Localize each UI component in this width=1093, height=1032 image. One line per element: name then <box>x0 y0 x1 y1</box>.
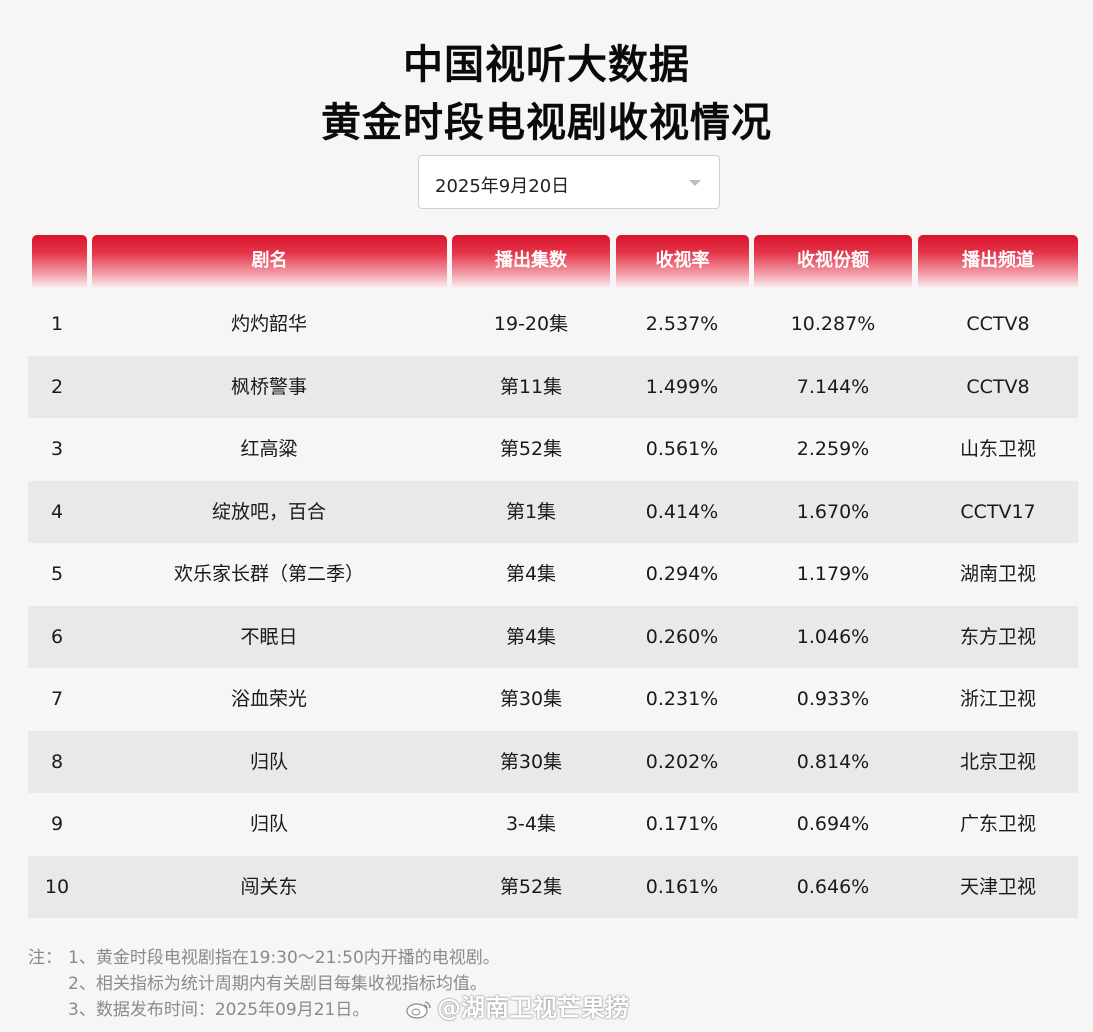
rank-cell: 8 <box>50 750 64 773</box>
rating-cell: 0.294% <box>645 563 719 585</box>
episodes-cell: 第30集 <box>499 688 563 710</box>
drama-name-cell: 闯关东 <box>240 875 298 898</box>
footnote-text: 1、黄金时段电视剧指在19:30～21:50内开播的电视剧。 <box>68 948 500 968</box>
rating-cell: 2.537% <box>645 313 719 335</box>
drama-name-cell: 枫桥警事 <box>230 375 307 398</box>
footnote-text: 3、数据发布时间：2025年09月21日。 <box>68 1000 370 1020</box>
drama-name-cell: 不眠日 <box>240 625 298 648</box>
rank-cell: 9 <box>50 813 64 835</box>
footnote-2: 2、相关指标为统计周期内有关剧目每集收视指标均值。 <box>28 971 487 997</box>
footnote-1: 注： 1、黄金时段电视剧指在19:30～21:50内开播的电视剧。 <box>28 945 500 971</box>
channel-cell: 天津卫视 <box>959 875 1036 898</box>
channel-cell: CCTV17 <box>960 500 1036 523</box>
share-cell: 0.814% <box>796 750 870 773</box>
channel-cell: 山东卫视 <box>959 438 1036 460</box>
footnote-text: 2、相关指标为统计周期内有关剧目每集收视指标均值。 <box>68 974 487 994</box>
share-cell: 1.046% <box>796 625 870 648</box>
header-channel: 播出频道 <box>918 235 1078 287</box>
channel-cell: 广东卫视 <box>959 813 1036 835</box>
date-select-value: 2025年9月20日 <box>435 176 570 197</box>
header-rating: 收视率 <box>616 235 749 287</box>
channel-cell: 东方卫视 <box>959 625 1036 648</box>
rank-cell: 2 <box>50 375 64 398</box>
drama-name-cell: 绽放吧，百合 <box>211 500 326 523</box>
rank-cell: 5 <box>50 563 64 585</box>
table-row: 7 浴血荣光 第30集 0.231% 0.933% 浙江卫视 <box>28 668 1078 731</box>
drama-name-cell: 归队 <box>249 813 288 835</box>
drama-name-cell: 红高粱 <box>240 438 298 460</box>
episodes-cell: 第52集 <box>499 438 563 460</box>
episodes-cell: 第4集 <box>505 563 557 585</box>
watermark-text: @湖南卫视芒果捞 <box>437 994 629 1022</box>
table-row: 8 归队 第30集 0.202% 0.814% 北京卫视 <box>28 730 1078 793</box>
footnotes: 注： 1、黄金时段电视剧指在19:30～21:50内开播的电视剧。 2、相关指标为… <box>28 945 500 1023</box>
rating-cell: 0.561% <box>645 438 719 460</box>
chevron-down-icon <box>689 180 701 186</box>
share-cell: 1.179% <box>796 563 870 585</box>
share-cell: 10.287% <box>790 313 876 335</box>
rank-cell: 3 <box>50 438 64 460</box>
share-cell: 0.646% <box>796 875 870 898</box>
drama-name-cell: 欢乐家长群（第二季） <box>173 563 364 585</box>
episodes-cell: 第11集 <box>499 375 563 398</box>
rating-cell: 0.414% <box>645 500 719 523</box>
table-row: 4 绽放吧，百合 第1集 0.414% 1.670% CCTV17 <box>28 480 1078 543</box>
weibo-logo-icon <box>406 1001 431 1019</box>
rating-cell: 0.202% <box>645 750 719 773</box>
channel-cell: 北京卫视 <box>959 750 1036 773</box>
header-drama-name: 剧名 <box>92 235 447 287</box>
table-row: 2 枫桥警事 第11集 1.499% 7.144% CCTV8 <box>28 355 1078 418</box>
table-row: 10 闯关东 第52集 0.161% 0.646% 天津卫视 <box>28 855 1078 918</box>
table-row: 1 灼灼韶华 19-20集 2.537% 10.287% CCTV8 <box>28 293 1078 356</box>
channel-cell: CCTV8 <box>966 375 1030 398</box>
share-cell: 0.933% <box>796 688 870 710</box>
header-episodes: 播出集数 <box>452 235 610 287</box>
episodes-cell: 19-20集 <box>493 313 569 335</box>
channel-cell: CCTV8 <box>966 313 1030 335</box>
table-row: 9 归队 3-4集 0.171% 0.694% 广东卫视 <box>28 793 1078 856</box>
page-subtitle: 黄金时段电视剧收视情况 <box>321 100 772 146</box>
footnote-3: 3、数据发布时间：2025年09月21日。 <box>28 997 369 1023</box>
drama-name-cell: 浴血荣光 <box>230 688 307 710</box>
rank-cell: 6 <box>50 625 64 648</box>
date-select-dropdown[interactable]: 2025年9月20日 <box>418 155 720 209</box>
episodes-cell: 第1集 <box>505 500 557 523</box>
page-title: 中国视听大数据 <box>403 42 690 88</box>
table-row: 5 欢乐家长群（第二季） 第4集 0.294% 1.179% 湖南卫视 <box>28 543 1078 606</box>
ratings-table-body: 1 灼灼韶华 19-20集 2.537% 10.287% CCTV8 2 枫桥警… <box>28 293 1078 918</box>
rating-cell: 0.161% <box>645 875 719 898</box>
footnote-prefix: 注： <box>28 948 62 968</box>
rating-cell: 0.171% <box>645 813 719 835</box>
rank-cell: 4 <box>50 500 64 523</box>
episodes-cell: 第52集 <box>499 875 563 898</box>
channel-cell: 湖南卫视 <box>959 563 1036 585</box>
share-cell: 1.670% <box>796 500 870 523</box>
table-row: 6 不眠日 第4集 0.260% 1.046% 东方卫视 <box>28 605 1078 668</box>
episodes-cell: 第4集 <box>505 625 557 648</box>
header-share: 收视份额 <box>754 235 912 287</box>
channel-cell: 浙江卫视 <box>959 688 1036 710</box>
rating-cell: 0.260% <box>645 625 719 648</box>
table-row: 3 红高粱 第52集 0.561% 2.259% 山东卫视 <box>28 418 1078 481</box>
drama-name-cell: 归队 <box>249 750 288 773</box>
rating-cell: 0.231% <box>645 688 719 710</box>
rank-cell: 10 <box>44 875 70 898</box>
share-cell: 7.144% <box>796 375 870 398</box>
drama-name-cell: 灼灼韶华 <box>230 313 307 335</box>
rank-cell: 1 <box>50 313 64 335</box>
share-cell: 0.694% <box>796 813 870 835</box>
table-header: 剧名 播出集数 收视率 收视份额 播出频道 <box>0 235 1093 287</box>
rank-cell: 7 <box>50 688 64 710</box>
episodes-cell: 3-4集 <box>505 813 557 835</box>
episodes-cell: 第30集 <box>499 750 563 773</box>
rating-cell: 1.499% <box>645 375 719 398</box>
share-cell: 2.259% <box>796 438 870 460</box>
header-rank <box>32 235 87 287</box>
weibo-watermark: @湖南卫视芒果捞 <box>405 988 629 1024</box>
